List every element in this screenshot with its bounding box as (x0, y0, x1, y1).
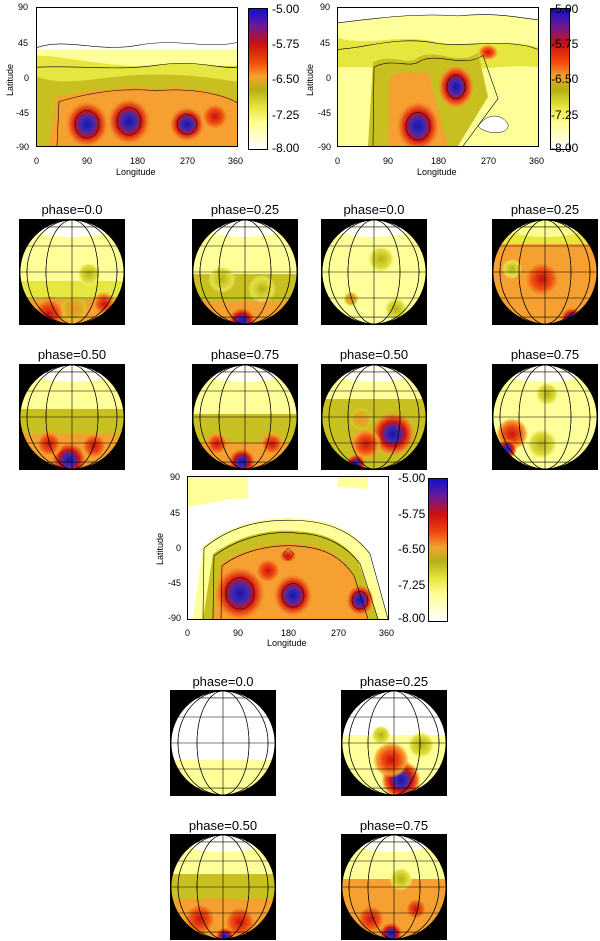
ytick: 90 (320, 2, 331, 12)
colorbar-top-left (248, 8, 268, 150)
globe-label: phase=0.25 (510, 202, 580, 217)
ytick: -90 (168, 613, 182, 623)
globe-label: phase=0.0 (343, 202, 405, 217)
map-middle (187, 476, 389, 620)
ytick: 45 (320, 38, 331, 48)
colorbar-label: -5.75 (272, 37, 300, 51)
globe-label: phase=0.75 (210, 347, 280, 362)
globe-label: phase=0.25 (359, 674, 429, 689)
colorbar-label: -5.00 (272, 2, 300, 16)
globe (170, 690, 276, 796)
globe (341, 690, 447, 796)
ytick: -45 (16, 108, 30, 118)
xtick: 0 (335, 156, 341, 166)
map-top-left-field (37, 8, 237, 146)
xtick: 90 (383, 156, 394, 166)
ytick: 0 (326, 73, 332, 83)
ytick: 0 (176, 543, 182, 553)
colorbar-label: -5.00 (551, 2, 579, 16)
map-top-right-field (338, 8, 538, 146)
globe (19, 364, 125, 470)
xtick: 360 (228, 156, 244, 166)
colorbar-label: -6.50 (272, 72, 300, 86)
xtick: 360 (529, 156, 545, 166)
colorbar-label: -8.00 (272, 141, 300, 155)
ytick: -90 (16, 142, 30, 152)
colorbar-label: -6.50 (551, 72, 579, 86)
xtick: 270 (481, 156, 497, 166)
colorbar-label: -8.00 (398, 611, 426, 625)
globe-label: phase=0.0 (41, 202, 103, 217)
globe-label: phase=0.75 (359, 818, 429, 833)
colorbar-label: -6.50 (398, 542, 426, 556)
xtick: 90 (233, 628, 244, 638)
colorbar-label: -5.75 (398, 507, 426, 521)
xtick: 270 (331, 628, 347, 638)
globe (170, 834, 276, 940)
xtick: 0 (34, 156, 40, 166)
ytick: 0 (24, 73, 30, 83)
globe (321, 364, 427, 470)
globe (321, 219, 427, 325)
map-top-left-xlabel: Longitude (116, 167, 156, 177)
ytick: 90 (170, 472, 181, 482)
globe (341, 834, 447, 940)
colorbar-label: -7.25 (398, 578, 426, 592)
map-middle-field (188, 477, 388, 619)
map-top-right (337, 7, 539, 147)
globe-label: phase=0.50 (188, 818, 258, 833)
map-top-right-xlabel: Longitude (417, 167, 457, 177)
ytick: 45 (170, 508, 181, 518)
colorbar-label: -7.25 (272, 108, 300, 122)
globe (192, 364, 298, 470)
colorbar-label: -8.00 (551, 141, 579, 155)
globe-label: phase=0.25 (210, 202, 280, 217)
globe (492, 364, 598, 470)
colorbar-label: -7.25 (551, 108, 579, 122)
xtick: 90 (82, 156, 93, 166)
ytick: -45 (168, 578, 182, 588)
map-top-left-ylabel: Latitude (5, 63, 15, 96)
colorbar-top-right (550, 8, 570, 150)
globe-label: phase=0.75 (510, 347, 580, 362)
xtick: 0 (185, 628, 191, 638)
ytick: 45 (18, 38, 29, 48)
map-top-right-ylabel: Latitude (305, 63, 315, 96)
xtick: 360 (379, 628, 395, 638)
map-top-left (36, 7, 238, 147)
xtick: 270 (180, 156, 196, 166)
colorbar-label: -5.75 (551, 37, 579, 51)
ytick: 90 (18, 2, 29, 12)
globe-label: phase=0.50 (339, 347, 409, 362)
ytick: -45 (318, 108, 332, 118)
colorbar-middle (428, 478, 448, 622)
map-middle-ylabel: Latitude (155, 532, 165, 565)
globe (19, 219, 125, 325)
ytick: -90 (318, 142, 332, 152)
colorbar-label: -5.00 (398, 471, 426, 485)
globe-label: phase=0.50 (37, 347, 107, 362)
map-middle-xlabel: Longitude (267, 638, 307, 648)
globe (192, 219, 298, 325)
globe (492, 219, 598, 325)
xtick: 180 (281, 628, 297, 638)
xtick: 180 (431, 156, 447, 166)
globe-label: phase=0.0 (192, 674, 254, 689)
xtick: 180 (130, 156, 146, 166)
